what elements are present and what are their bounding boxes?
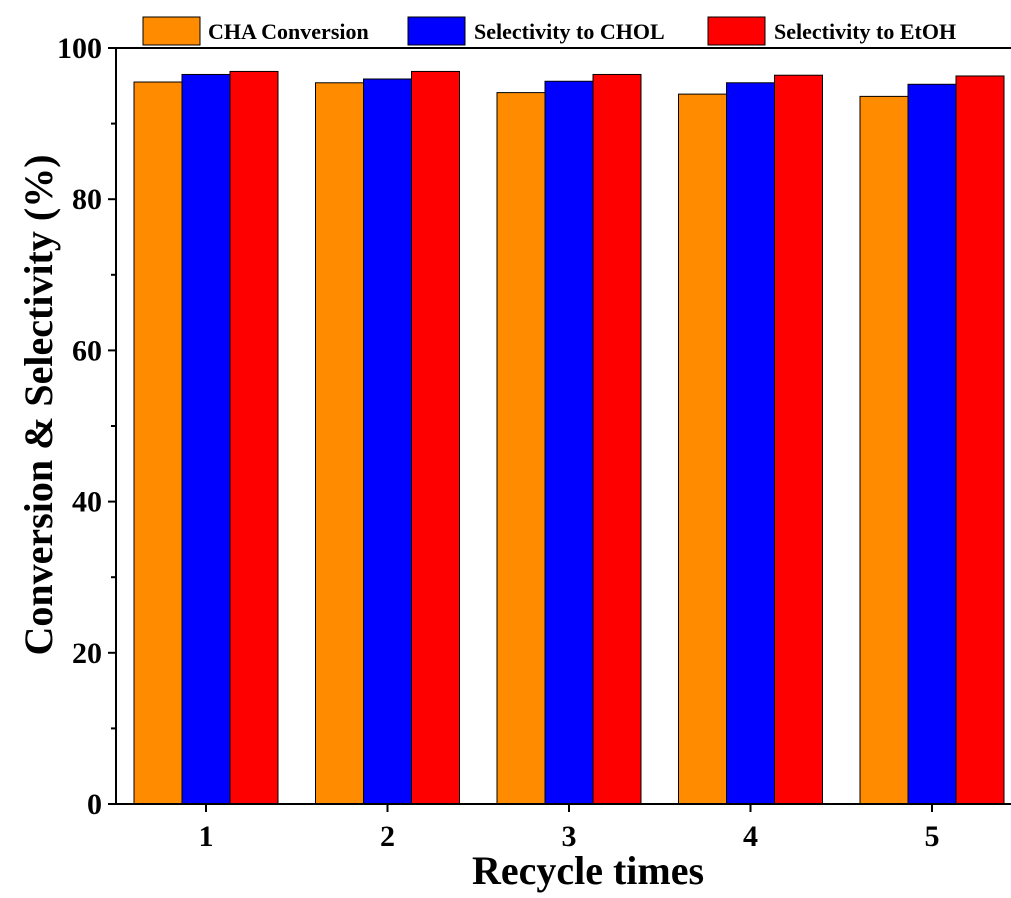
y-axis-title: Conversion & Selectivity (%): [16, 154, 61, 655]
bar-3-4: [774, 74, 823, 805]
legend-label-1: CHA Conversion: [208, 19, 369, 44]
bar-2-2: [363, 78, 412, 805]
y-tick-label-20: 20: [72, 637, 102, 670]
legend: CHA Conversion Selectivity to CHOL Selecti…: [142, 16, 956, 46]
legend-swatch-1: [142, 16, 201, 46]
x-tick-label-5: 5: [925, 820, 940, 853]
y-tick-label-40: 40: [72, 486, 102, 519]
legend-swatch-2: [407, 16, 466, 46]
bar-2-1: [181, 73, 231, 805]
bar-1-1: [133, 81, 183, 805]
x-tick-label-3: 3: [562, 820, 577, 853]
y-tick-label-60: 60: [72, 334, 102, 367]
bar-1-3: [496, 92, 546, 805]
y-tick-label-80: 80: [72, 183, 102, 216]
bar-1-4: [678, 93, 727, 805]
ticks: 0 20 40 60 80 100 1 2 3 4 5: [57, 32, 940, 853]
x-tick-label-2: 2: [380, 820, 395, 853]
bar-1-5: [859, 95, 909, 805]
legend-swatch-3: [707, 16, 766, 46]
bar-2-3: [544, 80, 594, 805]
bar-1-2: [315, 82, 364, 805]
legend-label-2: Selectivity to CHOL: [474, 19, 665, 44]
bar-3-3: [592, 73, 642, 805]
x-axis-title: Recycle times: [472, 848, 704, 893]
y-tick-label-0: 0: [87, 788, 102, 821]
bar-3-5: [955, 75, 1005, 805]
bar-3-2: [411, 70, 460, 805]
bar-2-5: [907, 83, 957, 805]
bar-2-4: [726, 82, 775, 805]
legend-label-3: Selectivity to EtOH: [774, 19, 956, 44]
y-tick-label-100: 100: [57, 32, 102, 65]
x-tick-label-4: 4: [743, 820, 758, 853]
bar-3-1: [229, 70, 279, 805]
bars: [133, 70, 1005, 805]
x-tick-label-1: 1: [199, 820, 214, 853]
